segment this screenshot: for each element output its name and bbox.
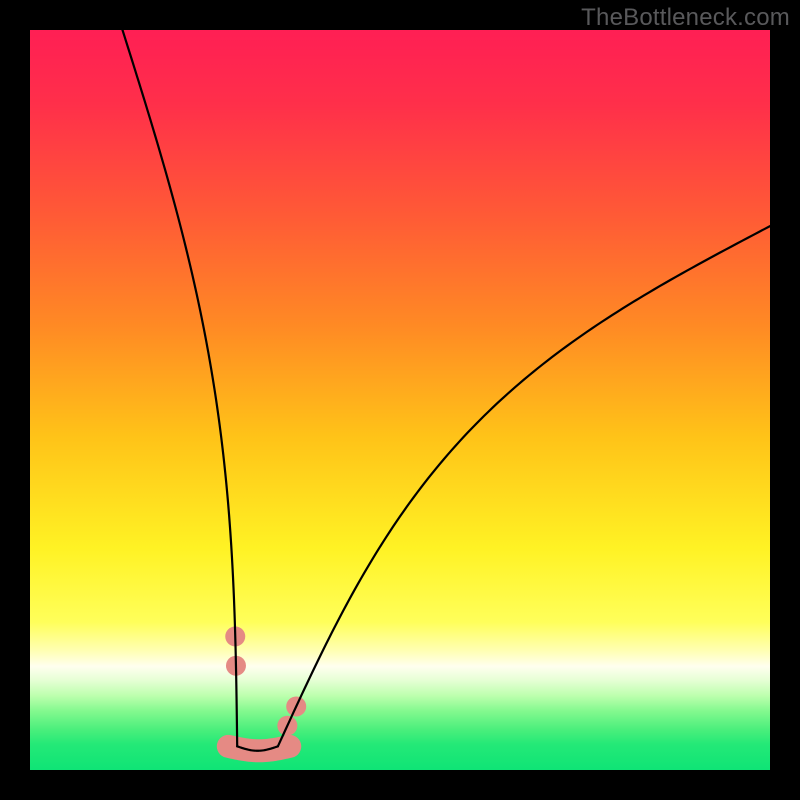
curve-left-branch [123, 30, 238, 746]
plot-curve-layer [30, 30, 770, 770]
plot-area [30, 30, 770, 770]
curve-right-branch [278, 226, 770, 746]
chart-frame: TheBottleneck.com [0, 0, 800, 800]
watermark-text: TheBottleneck.com [581, 4, 790, 32]
